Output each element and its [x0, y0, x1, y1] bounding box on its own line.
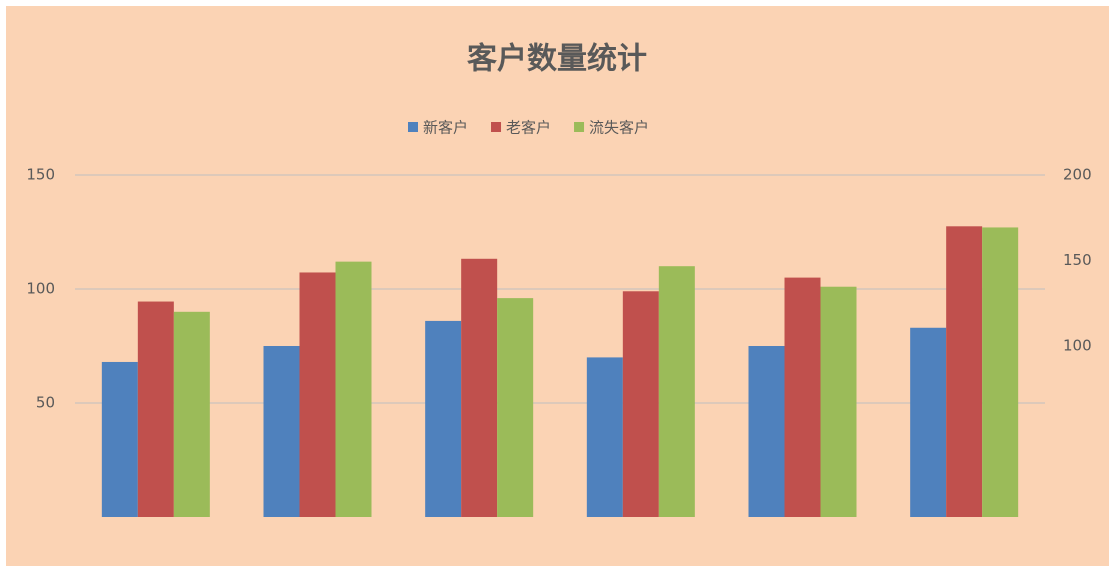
y2-tick-label: 150: [1063, 251, 1092, 269]
legend: 新客户 老客户 流失客户: [408, 119, 649, 137]
bar: [784, 277, 821, 517]
legend-label: 流失客户: [589, 119, 649, 137]
chart-title: 客户数量统计: [467, 42, 647, 77]
y-tick-label: 50: [36, 394, 55, 412]
bar: [497, 298, 534, 517]
bar: [335, 261, 372, 517]
bar: [299, 272, 336, 517]
bar: [622, 291, 659, 517]
legend-swatch: [408, 122, 418, 132]
y-tick-label: 100: [26, 280, 55, 298]
legend-label: 新客户: [423, 119, 468, 137]
bar: [137, 301, 174, 517]
bar: [586, 357, 623, 517]
bar: [658, 266, 695, 517]
bar: [982, 227, 1019, 517]
y-tick-label: 150: [26, 166, 55, 184]
bar: [946, 226, 983, 518]
bar: [748, 346, 785, 517]
legend-label: 老客户: [506, 119, 551, 137]
y2-tick-label: 200: [1063, 166, 1092, 184]
legend-swatch: [574, 122, 585, 132]
legend-swatch: [491, 122, 502, 132]
bar: [820, 286, 857, 517]
bar: [101, 361, 138, 517]
bar: [910, 327, 947, 517]
bar: [425, 320, 462, 517]
bar: [173, 311, 210, 517]
bar: [263, 346, 300, 517]
bar: [461, 258, 498, 517]
y2-tick-label: 100: [1063, 337, 1092, 355]
